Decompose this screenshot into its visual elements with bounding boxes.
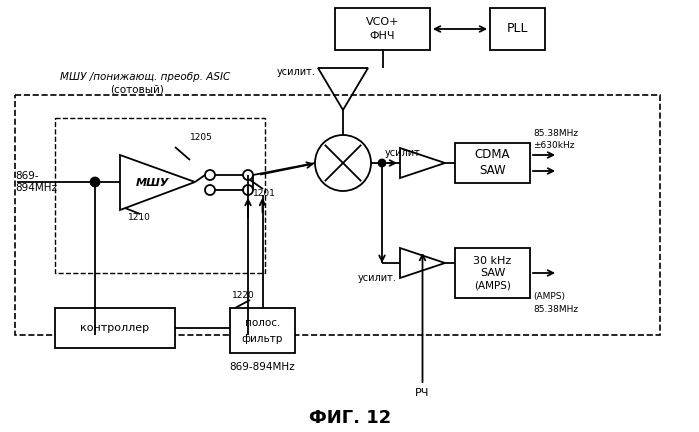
Text: 85.38MHz: 85.38MHz [533, 305, 578, 314]
Bar [455, 143, 530, 183]
Circle shape [315, 135, 371, 191]
Text: SAW: SAW [480, 268, 505, 278]
Text: 869-894MHz: 869-894MHz [230, 362, 295, 372]
Bar [55, 118, 265, 273]
Text: РЧ: РЧ [415, 388, 430, 398]
Text: VCO+: VCO+ [366, 17, 399, 27]
Text: фильтр: фильтр [242, 334, 283, 343]
Bar [55, 308, 175, 348]
Text: МШУ: МШУ [136, 178, 169, 187]
Polygon shape [400, 248, 445, 278]
Circle shape [243, 185, 253, 195]
Circle shape [378, 159, 386, 166]
Text: МШУ /понижающ. преобр. ASIC: МШУ /понижающ. преобр. ASIC [60, 72, 230, 82]
Text: усилит.: усилит. [385, 148, 424, 158]
Text: ФНЧ: ФНЧ [370, 31, 395, 41]
Text: (AMPS): (AMPS) [474, 281, 511, 291]
Text: 1220: 1220 [232, 292, 254, 301]
Text: PLL: PLL [507, 22, 528, 35]
Bar [15, 95, 660, 335]
Text: 30 kHz: 30 kHz [473, 256, 512, 266]
Text: 1205: 1205 [190, 133, 213, 142]
Text: CDMA: CDMA [475, 149, 510, 162]
Circle shape [205, 170, 215, 180]
Text: ФИГ. 12: ФИГ. 12 [309, 409, 391, 427]
Text: (сотовый): (сотовый) [110, 85, 164, 95]
Text: ±630kHz: ±630kHz [533, 140, 575, 149]
Text: SAW: SAW [480, 165, 506, 178]
Polygon shape [400, 148, 445, 178]
Circle shape [90, 178, 99, 187]
Circle shape [243, 170, 253, 180]
Bar [335, 8, 430, 50]
Bar [490, 8, 545, 50]
Polygon shape [120, 155, 195, 210]
Text: усилит.: усилит. [358, 273, 397, 283]
Text: 869-: 869- [15, 171, 38, 181]
Circle shape [205, 185, 215, 195]
Text: полос.: полос. [245, 318, 280, 327]
Text: контроллер: контроллер [80, 323, 150, 333]
Text: (AMPS): (AMPS) [533, 292, 565, 301]
Text: 1201: 1201 [253, 188, 276, 197]
Polygon shape [318, 68, 368, 110]
Bar [455, 248, 530, 298]
Text: 894MHz: 894MHz [15, 183, 57, 193]
Text: 85.38MHz: 85.38MHz [533, 128, 578, 137]
Text: усилит.: усилит. [277, 67, 316, 77]
Bar [230, 308, 295, 353]
Text: 1210: 1210 [128, 213, 151, 222]
